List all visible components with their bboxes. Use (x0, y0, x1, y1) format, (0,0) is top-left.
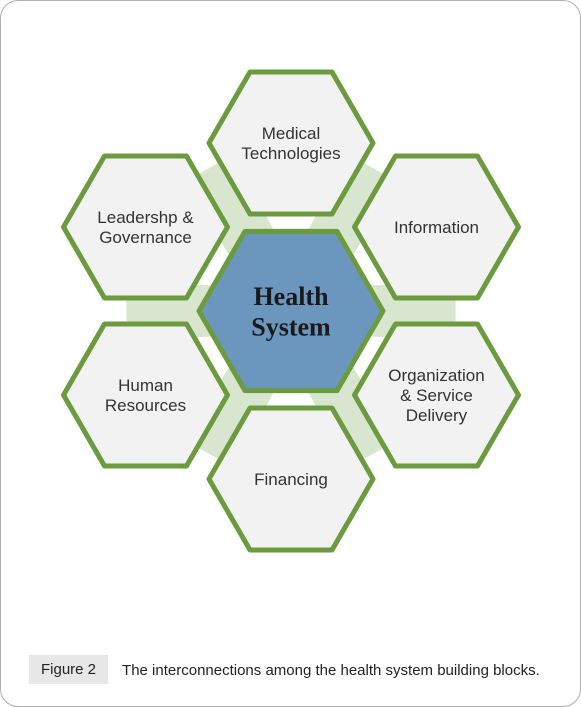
figure-label: Figure 2 (29, 655, 108, 684)
figure-caption-text: The interconnections among the health sy… (122, 655, 540, 681)
health-system-diagram: HealthSystemMedicalTechnologiesInformati… (1, 1, 581, 621)
center-hex (199, 231, 383, 390)
hex-label-leadership-governance: Leadershp &Governance (97, 208, 194, 247)
hex-label-financing: Financing (254, 470, 328, 489)
hex-label-information: Information (394, 218, 479, 237)
figure-caption-row: Figure 2 The interconnections among the … (29, 655, 552, 684)
figure-frame: HealthSystemMedicalTechnologiesInformati… (0, 0, 581, 707)
center-hex-label: HealthSystem (251, 282, 331, 342)
